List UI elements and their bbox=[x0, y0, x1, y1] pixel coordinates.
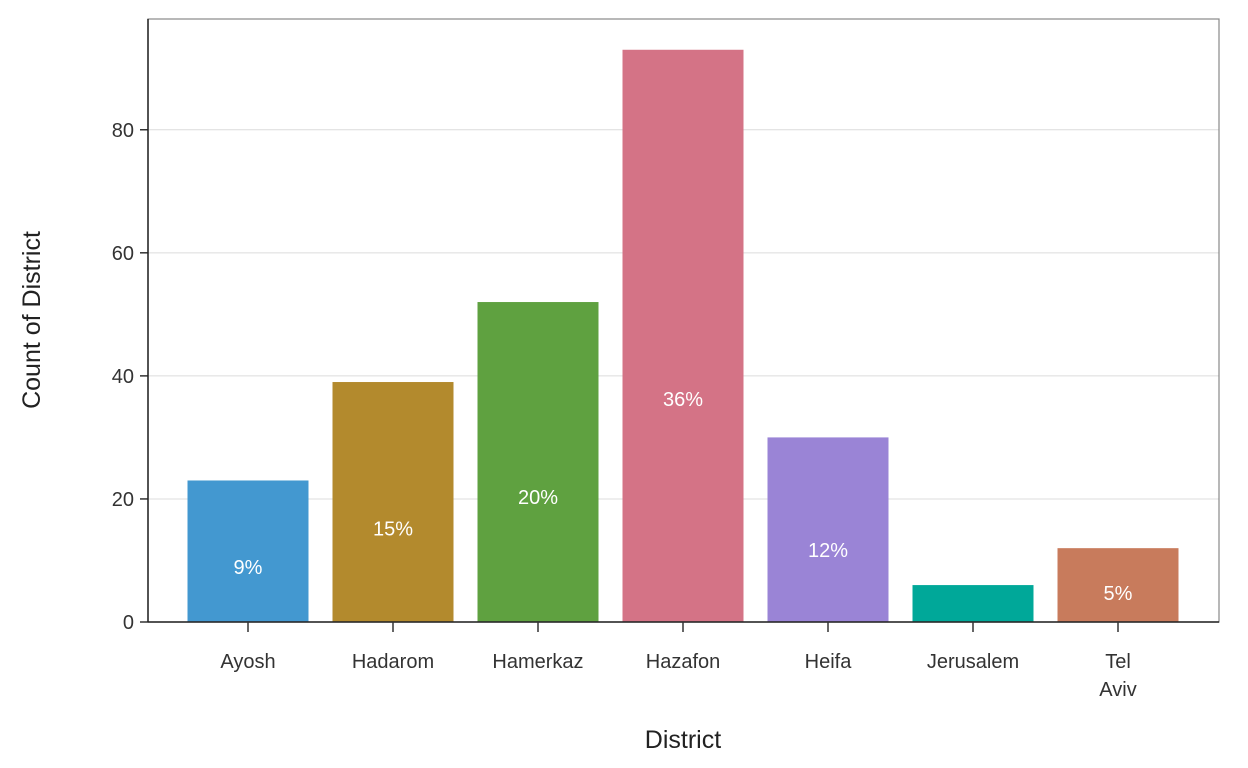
bar-data-labels: 9% 15% 20% 36% 12% 5% bbox=[234, 389, 1133, 605]
x-tick-label: Hadarom bbox=[352, 651, 434, 673]
bar-tel-aviv bbox=[1057, 548, 1179, 622]
y-tick-label: 80 bbox=[112, 120, 134, 142]
x-tick-label-line: Hamerkaz bbox=[492, 651, 583, 673]
bar-data-label: 12% bbox=[808, 540, 848, 562]
x-tick-label: Hamerkaz bbox=[492, 651, 583, 673]
x-tick-label-line: Tel bbox=[1105, 651, 1131, 673]
y-tick-label: 20 bbox=[112, 489, 134, 511]
bar-jerusalem bbox=[912, 585, 1034, 622]
x-tick-label: Ayosh bbox=[220, 651, 275, 673]
bar-hadarom bbox=[332, 382, 454, 622]
x-tick-label-line: Hazafon bbox=[646, 651, 721, 673]
x-tick-label: Jerusalem bbox=[927, 651, 1019, 673]
bar-ayosh bbox=[187, 480, 309, 622]
bars bbox=[187, 49, 1179, 622]
y-tick-label: 60 bbox=[112, 243, 134, 265]
bar-data-label: 20% bbox=[518, 487, 558, 509]
x-axis-title: District bbox=[645, 726, 721, 754]
bar-data-label: 36% bbox=[663, 389, 703, 411]
x-tick-label-line: Aviv bbox=[1099, 679, 1136, 701]
bar-hamerkaz bbox=[477, 302, 599, 622]
x-axis: Ayosh Hadarom Hamerkaz Hazafon Heifa Jerusale… bbox=[148, 621, 1219, 701]
x-tick-label: Heifa bbox=[805, 651, 853, 673]
y-axis: 0 20 40 60 80 bbox=[112, 19, 149, 634]
bar-data-label: 9% bbox=[234, 557, 263, 579]
bar-data-label: 15% bbox=[373, 518, 413, 540]
y-tick-label: 40 bbox=[112, 366, 134, 388]
x-tick-label-line: Heifa bbox=[805, 651, 853, 673]
x-tick-label-line: Hadarom bbox=[352, 651, 434, 673]
x-tick-label: Hazafon bbox=[646, 651, 721, 673]
x-tick-label-line: Ayosh bbox=[220, 651, 275, 673]
x-tick-label-line: Jerusalem bbox=[927, 651, 1019, 673]
x-tick-label: Tel Aviv bbox=[1099, 651, 1136, 701]
y-tick-label: 0 bbox=[123, 612, 134, 634]
bar-heifa bbox=[767, 437, 889, 622]
bar-data-label: 5% bbox=[1104, 583, 1133, 605]
bar-hazafon bbox=[622, 49, 744, 622]
y-axis-title: Count of District bbox=[18, 231, 46, 409]
